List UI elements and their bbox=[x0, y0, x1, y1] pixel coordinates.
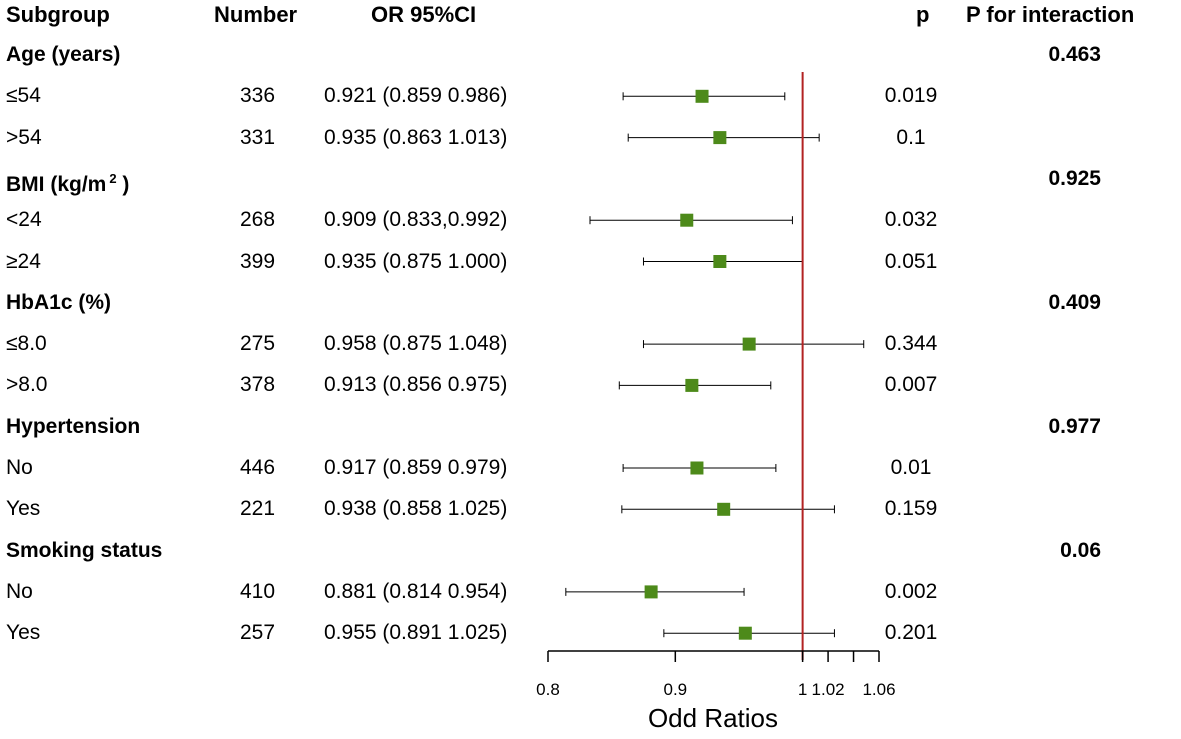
or-ci-text: 0.913 (0.856 0.975) bbox=[324, 373, 508, 397]
group-title: Hypertension bbox=[6, 415, 140, 439]
header-number: Number bbox=[214, 2, 298, 27]
x-tick-label: 1 bbox=[798, 680, 807, 699]
subgroup-label: No bbox=[6, 579, 33, 603]
subgroup-number: 275 bbox=[240, 332, 276, 356]
or-ci-text: 0.921 (0.859 0.986) bbox=[324, 84, 508, 108]
subgroup-number: 221 bbox=[240, 497, 276, 521]
subgroup-number: 410 bbox=[240, 579, 276, 603]
or-point-marker bbox=[713, 131, 727, 145]
group-title-text: Age (years) bbox=[6, 43, 121, 66]
subgroup-label: >54 bbox=[6, 125, 42, 149]
group-title-text: Smoking status bbox=[6, 538, 163, 562]
subgroup-number: 268 bbox=[240, 208, 276, 232]
group-title: HbA1c (%) bbox=[6, 291, 111, 315]
or-ci-text: 0.935 (0.863 1.013) bbox=[324, 125, 508, 149]
subgroup-number: 331 bbox=[240, 125, 276, 149]
or-ci-text: 0.917 (0.859 0.979) bbox=[324, 456, 508, 479]
p-value: 0.201 bbox=[884, 621, 938, 645]
subgroup-label: ≥24 bbox=[6, 249, 41, 273]
p-value: 0.159 bbox=[884, 497, 938, 521]
or-point-marker bbox=[690, 461, 704, 475]
p-value: 0.344 bbox=[884, 332, 938, 356]
group-title-tail: ) bbox=[116, 172, 130, 196]
x-tick-label: 1.02 bbox=[812, 680, 845, 699]
x-tick-label: 1.06 bbox=[862, 680, 895, 699]
p-interaction-value: 0.977 bbox=[1048, 414, 1101, 438]
or-ci-text: 0.955 (0.891 1.025) bbox=[324, 621, 508, 645]
p-interaction-value: 0.925 bbox=[1048, 166, 1101, 190]
or-point-marker bbox=[713, 255, 727, 268]
p-value: 0.01 bbox=[890, 456, 932, 479]
or-ci-text: 0.881 (0.814 0.954) bbox=[324, 579, 508, 603]
header-p-interaction: P for interaction bbox=[966, 2, 1135, 27]
or-point-marker bbox=[644, 585, 658, 599]
group-title-text: BMI (kg/m bbox=[6, 172, 107, 196]
p-interaction-value: 0.463 bbox=[1048, 43, 1101, 66]
subgroup-label: Yes bbox=[6, 621, 41, 645]
or-point-marker bbox=[685, 378, 699, 392]
header-subgroup: Subgroup bbox=[6, 2, 110, 27]
or-point-marker bbox=[695, 89, 709, 103]
or-point-marker bbox=[680, 213, 694, 227]
subgroup-number: 446 bbox=[240, 456, 276, 479]
group-title-text: Hypertension bbox=[6, 414, 141, 438]
or-point-marker bbox=[717, 502, 731, 516]
subgroup-label: No bbox=[6, 456, 33, 479]
header-or-ci: OR 95%CI bbox=[371, 2, 477, 27]
x-tick-label: 0.8 bbox=[536, 680, 560, 699]
or-ci-text: 0.938 (0.858 1.025) bbox=[324, 497, 508, 521]
p-value: 0.051 bbox=[884, 249, 938, 273]
group-title-text: HbA1c (%) bbox=[6, 290, 112, 314]
or-ci-text: 0.909 (0.833,0.992) bbox=[324, 208, 508, 232]
subgroup-number: 336 bbox=[240, 84, 276, 108]
p-value: 0.002 bbox=[884, 579, 938, 603]
group-title-superscript: 2 bbox=[109, 170, 117, 186]
p-value: 0.1 bbox=[896, 125, 926, 149]
subgroup-label: ≤8.0 bbox=[6, 332, 47, 356]
p-value: 0.032 bbox=[884, 208, 938, 232]
p-interaction-value: 0.409 bbox=[1048, 290, 1101, 314]
subgroup-number: 399 bbox=[240, 249, 276, 273]
subgroup-label: Yes bbox=[6, 497, 41, 521]
p-value: 0.007 bbox=[884, 373, 938, 397]
x-axis-title: Odd Ratios bbox=[648, 703, 778, 733]
or-ci-text: 0.958 (0.875 1.048) bbox=[324, 332, 508, 356]
subgroup-label: ≤54 bbox=[6, 84, 41, 108]
p-value: 0.019 bbox=[884, 84, 938, 108]
header-p: p bbox=[916, 2, 930, 27]
group-title: Age (years) bbox=[6, 43, 120, 67]
or-point-marker bbox=[742, 337, 756, 351]
subgroup-label: >8.0 bbox=[6, 373, 48, 397]
p-interaction-value: 0.06 bbox=[1060, 538, 1101, 562]
group-title: BMI (kg/m 2 ) bbox=[6, 167, 129, 197]
group-title: Smoking status bbox=[6, 539, 162, 563]
or-point-marker bbox=[738, 626, 752, 640]
subgroup-number: 257 bbox=[240, 621, 276, 645]
subgroup-number: 378 bbox=[240, 373, 276, 397]
or-ci-text: 0.935 (0.875 1.000) bbox=[324, 249, 508, 273]
x-tick-label: 0.9 bbox=[663, 680, 687, 699]
subgroup-label: <24 bbox=[6, 208, 42, 232]
